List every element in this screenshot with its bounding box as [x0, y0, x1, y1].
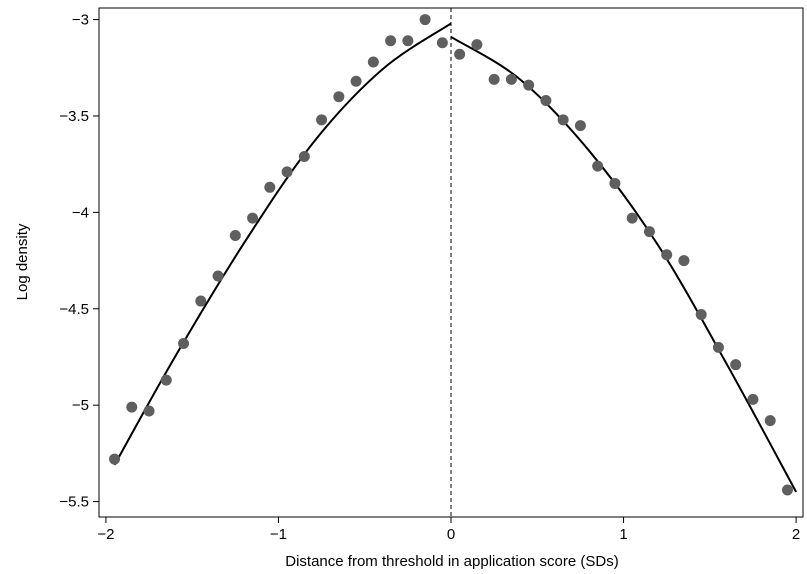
- x-axis: −2 −1 0 1 2: [97, 517, 800, 543]
- data-point: [402, 35, 414, 47]
- data-point: [281, 166, 293, 178]
- data-point: [626, 212, 638, 224]
- data-point: [367, 56, 379, 68]
- y-tick-label: −5: [72, 397, 89, 414]
- y-axis: −3 −3.5 −4 −4.5 −5 −5.5: [59, 12, 99, 511]
- x-tick-label: 0: [447, 526, 455, 543]
- data-point: [247, 212, 259, 224]
- data-point: [592, 160, 604, 172]
- data-point: [350, 75, 362, 87]
- data-point: [454, 48, 466, 60]
- x-tick-label: −2: [97, 526, 114, 543]
- data-point: [316, 114, 328, 126]
- data-point: [160, 374, 172, 386]
- data-point: [126, 401, 138, 413]
- data-point: [712, 341, 724, 353]
- data-point: [747, 393, 759, 405]
- data-point: [781, 484, 793, 496]
- data-point: [195, 295, 207, 307]
- y-tick-label: −5.5: [59, 494, 89, 511]
- data-point: [730, 359, 742, 371]
- data-point: [609, 177, 621, 189]
- data-point: [298, 150, 310, 162]
- data-point: [764, 415, 776, 427]
- data-point: [488, 73, 500, 85]
- data-point: [523, 79, 535, 91]
- data-point: [229, 230, 241, 242]
- data-point: [212, 270, 224, 282]
- x-axis-title: Distance from threshold in application s…: [285, 553, 618, 570]
- data-point: [557, 114, 569, 126]
- data-point: [540, 95, 552, 107]
- data-point: [661, 249, 673, 261]
- data-point: [385, 35, 397, 47]
- data-point: [695, 309, 707, 321]
- x-tick-label: 2: [792, 526, 800, 543]
- scatter-points: [109, 14, 793, 496]
- y-tick-label: −4: [72, 204, 89, 221]
- data-point: [574, 120, 586, 132]
- data-point: [419, 14, 431, 26]
- data-point: [505, 73, 517, 85]
- y-tick-label: −3.5: [59, 108, 89, 125]
- x-tick-label: 1: [619, 526, 627, 543]
- data-point: [471, 39, 483, 51]
- fit-curve-right: [450, 36, 797, 493]
- fit-curve-left: [113, 22, 452, 466]
- y-tick-label: −4.5: [59, 301, 89, 318]
- data-point: [333, 91, 345, 103]
- data-point: [678, 255, 690, 267]
- x-tick-label: −1: [270, 526, 287, 543]
- y-tick-label: −3: [72, 12, 89, 29]
- data-point: [143, 405, 155, 417]
- data-point: [264, 181, 276, 193]
- data-point: [643, 226, 655, 238]
- y-axis-title: Log density: [14, 223, 31, 300]
- data-point: [178, 337, 190, 349]
- data-point: [109, 453, 121, 465]
- data-point: [436, 37, 448, 49]
